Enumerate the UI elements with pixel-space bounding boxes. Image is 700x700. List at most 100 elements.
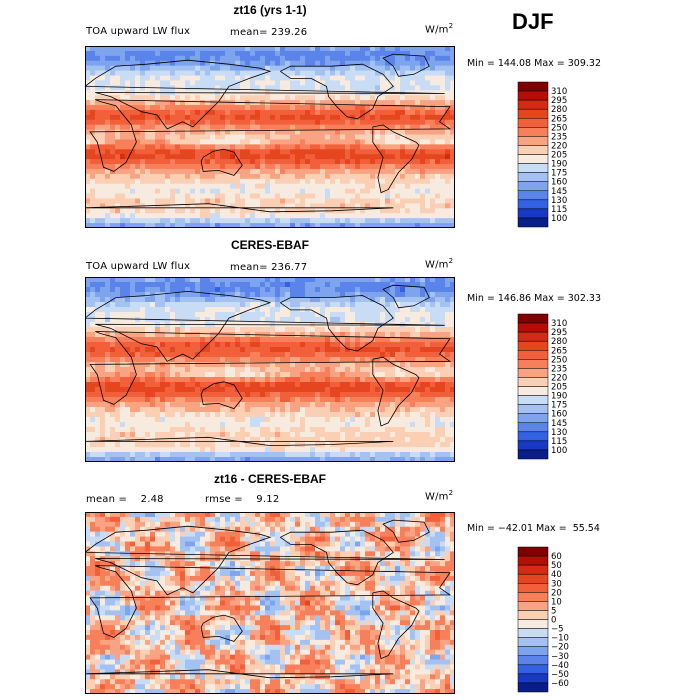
field-cell — [200, 188, 206, 194]
field-cell — [320, 397, 326, 403]
field-cell — [110, 422, 116, 428]
field-cell — [280, 178, 286, 185]
field-cell — [155, 173, 161, 180]
field-cell — [115, 352, 121, 358]
field-cell — [290, 139, 296, 145]
field-cell — [365, 392, 371, 398]
field-cell — [195, 392, 201, 398]
field-cell — [370, 342, 376, 348]
field-cell — [445, 95, 451, 101]
field-cell — [185, 213, 191, 219]
field-cell — [185, 223, 191, 228]
field-cell — [360, 119, 366, 126]
field-cell — [405, 50, 411, 57]
field-cell — [180, 302, 186, 308]
field-cell — [275, 402, 281, 408]
field-cell — [190, 75, 196, 81]
field-cell — [425, 362, 431, 368]
field-cell — [255, 362, 261, 368]
field-cell — [110, 357, 116, 363]
field-cell — [165, 178, 171, 185]
field-cell — [265, 362, 271, 368]
field-cell — [350, 159, 356, 165]
field-cell — [400, 402, 406, 408]
field-cell — [225, 342, 231, 348]
field-cell — [310, 417, 316, 423]
field-cell — [140, 154, 146, 160]
field-cell — [415, 159, 421, 165]
field-cell — [175, 213, 181, 219]
field-cell — [365, 178, 371, 185]
field-cell — [450, 382, 455, 388]
field-cell — [445, 422, 451, 428]
field-cell — [405, 312, 411, 318]
field-cell — [380, 75, 386, 81]
field-cell — [120, 382, 126, 388]
field-cell — [120, 357, 126, 363]
field-cell — [100, 317, 106, 323]
field-cell — [145, 159, 151, 165]
field-cell — [130, 372, 136, 378]
field-cell — [360, 55, 366, 62]
field-cell — [395, 382, 401, 388]
field-cell — [220, 422, 226, 428]
field-cell — [350, 297, 356, 303]
field-cell — [300, 287, 306, 293]
field-cell — [435, 382, 441, 388]
field-cell — [390, 154, 396, 160]
field-cell — [370, 193, 376, 199]
field-cell — [340, 382, 346, 388]
field-cell — [240, 397, 246, 403]
field-cell — [380, 223, 386, 228]
field-cell — [370, 144, 376, 150]
field-cell — [135, 277, 141, 283]
field-cell — [185, 129, 191, 135]
field-cell — [235, 327, 241, 333]
field-cell — [425, 297, 431, 303]
field-cell — [85, 372, 91, 378]
field-cell — [415, 80, 421, 86]
field-cell — [290, 422, 296, 428]
field-cell — [285, 65, 291, 71]
field-cell — [155, 114, 161, 121]
field-cell — [140, 407, 146, 413]
field-cell — [340, 188, 346, 194]
field-cell — [215, 149, 221, 155]
field-cell — [175, 397, 181, 403]
field-cell — [250, 417, 256, 423]
field-cell — [290, 178, 296, 185]
field-cell — [315, 178, 321, 185]
field-cell — [150, 297, 156, 303]
field-cell — [210, 352, 216, 358]
field-cell — [145, 307, 151, 313]
field-cell — [195, 397, 201, 403]
field-cell — [255, 95, 261, 101]
field-cell — [390, 362, 396, 368]
field-cell — [360, 412, 366, 418]
field-cell — [85, 193, 91, 199]
field-cell — [400, 154, 406, 160]
field-cell — [295, 223, 301, 228]
field-cell — [240, 282, 246, 288]
field-cell — [105, 357, 111, 363]
field-cell — [175, 65, 181, 71]
field-cell — [210, 114, 216, 121]
field-cell — [245, 168, 251, 175]
field-cell — [335, 277, 341, 283]
field-cell — [335, 342, 341, 348]
field-cell — [235, 417, 241, 423]
field-cell — [275, 193, 281, 199]
field-cell — [180, 392, 186, 398]
field-cell — [285, 173, 291, 180]
field-cell — [225, 287, 231, 293]
field-cell — [415, 75, 421, 81]
field-cell — [140, 337, 146, 343]
field-cell — [375, 178, 381, 185]
field-cell — [135, 129, 141, 135]
field-cell — [115, 213, 121, 219]
field-cell — [290, 46, 296, 52]
field-cell — [190, 317, 196, 323]
field-cell — [425, 372, 431, 378]
field-cell — [85, 387, 91, 393]
field-cell — [170, 193, 176, 199]
